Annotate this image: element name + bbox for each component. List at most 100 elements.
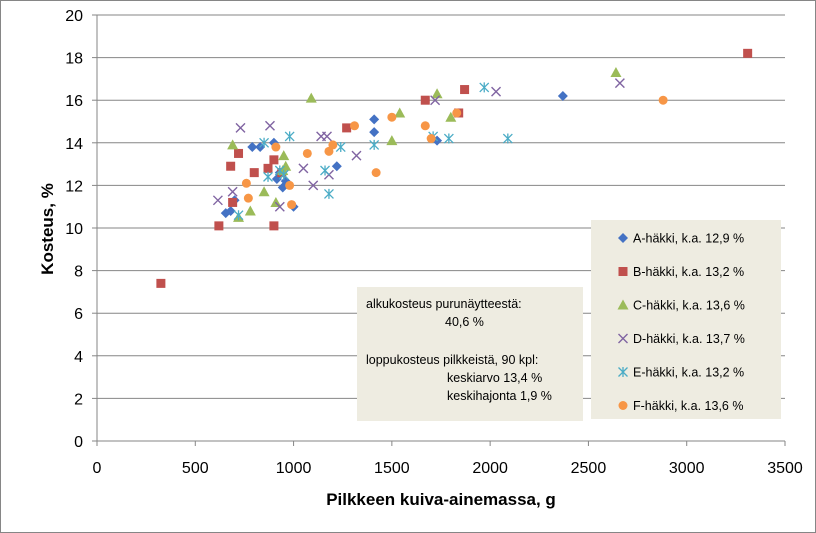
x-axis-title: Pilkkeen kuiva-ainemassa, g	[326, 490, 556, 509]
data-point	[212, 195, 223, 206]
data-point	[284, 131, 295, 142]
legend-marker	[618, 401, 628, 410]
legend-marker	[618, 333, 628, 344]
data-point	[502, 133, 513, 144]
data-point	[278, 169, 289, 180]
data-point	[225, 205, 236, 216]
data-point	[452, 108, 462, 118]
data-point	[302, 148, 312, 158]
legend-label: F-häkki, k.a. 13,6 %	[633, 399, 743, 413]
legend-label: D-häkki, k.a. 13,7 %	[633, 332, 745, 346]
annotation-line-3: loppukosteus pilkkeistä, 90 kpl:	[366, 353, 538, 367]
legend-marker	[618, 233, 628, 243]
data-point	[227, 139, 239, 150]
annotation-line-2: 40,6 %	[445, 315, 484, 329]
data-point	[351, 150, 362, 161]
data-point	[557, 90, 568, 101]
data-point	[241, 178, 251, 188]
data-point	[369, 114, 380, 125]
x-tick-label: 1000	[276, 460, 312, 477]
legend-marker	[617, 299, 629, 310]
data-point	[271, 142, 281, 152]
y-tick-label: 16	[65, 93, 83, 110]
data-point	[445, 111, 457, 122]
x-tick-label: 500	[182, 460, 209, 477]
data-point	[243, 193, 253, 203]
y-tick-label: 6	[74, 306, 83, 323]
data-point	[269, 155, 279, 165]
data-point	[443, 133, 454, 144]
gridlines	[97, 14, 785, 399]
x-tick-label: 0	[93, 460, 102, 477]
annotation-line-1: alkukosteus purunäytteestä:	[366, 297, 522, 311]
data-point	[285, 180, 295, 190]
legend: A-häkki, k.a. 12,9 % B-häkki, k.a. 13,2 %…	[591, 220, 781, 419]
data-points	[156, 48, 753, 288]
y-tick-label: 10	[65, 221, 83, 238]
data-point	[420, 95, 430, 105]
y-tick-label: 20	[65, 8, 83, 25]
data-point	[258, 186, 270, 197]
data-point	[298, 163, 309, 174]
legend-label: A-häkki, k.a. 12,9 %	[633, 232, 744, 246]
data-point	[269, 221, 279, 231]
y-tick-label: 14	[65, 136, 83, 153]
data-point	[235, 122, 246, 133]
data-point	[320, 165, 330, 176]
data-point	[369, 127, 380, 138]
data-point	[371, 168, 381, 178]
legend-marker	[618, 267, 628, 276]
legend-background	[591, 220, 781, 419]
data-point	[460, 85, 470, 95]
data-point	[287, 200, 297, 210]
data-point	[234, 148, 244, 158]
x-tick-label: 2500	[571, 460, 607, 477]
data-point	[369, 139, 380, 150]
data-point	[387, 112, 397, 122]
data-point	[420, 121, 430, 131]
data-point	[491, 86, 502, 97]
data-point	[263, 163, 273, 173]
data-point	[610, 67, 622, 78]
legend-label: C-häkki, k.a. 13,6 %	[633, 299, 745, 313]
data-point	[342, 123, 352, 133]
data-point	[394, 107, 406, 118]
data-point	[335, 142, 346, 153]
data-point	[228, 197, 238, 207]
data-point	[278, 150, 290, 161]
y-tick-label: 8	[74, 264, 83, 281]
data-point	[226, 161, 236, 171]
data-point	[331, 161, 342, 172]
data-point	[386, 135, 398, 146]
x-tick-label: 2000	[472, 460, 508, 477]
data-point	[614, 78, 625, 89]
annotation-line-4: keskiarvo 13,4 %	[447, 371, 542, 385]
tick-labels: 0 2 4 6 8 10 12 14 16 18 20 0 500 1000 1500 2000 2500 300…	[65, 8, 803, 477]
data-point	[308, 180, 319, 191]
y-axis-title: Kosteus, %	[38, 183, 57, 275]
data-point	[430, 95, 441, 106]
data-point	[426, 134, 436, 144]
data-point	[247, 142, 258, 153]
data-point	[214, 221, 224, 231]
x-tick-label: 3000	[669, 460, 705, 477]
data-point	[233, 210, 244, 221]
data-point	[743, 48, 753, 58]
legend-label: B-häkki, k.a. 13,2 %	[633, 265, 744, 279]
y-tick-label: 4	[74, 349, 83, 366]
data-point	[156, 278, 166, 288]
annotation-box: alkukosteus purunäytteestä: 40,6 % loppu…	[357, 287, 583, 421]
annotation-background	[357, 287, 583, 421]
data-point	[244, 205, 256, 216]
legend-items: A-häkki, k.a. 12,9 % B-häkki, k.a. 13,2 %…	[617, 232, 745, 413]
annotation-line-5: keskihajonta 1,9 %	[447, 389, 552, 403]
data-point	[263, 171, 273, 182]
data-point	[658, 95, 668, 105]
data-point	[274, 201, 285, 212]
y-tick-label: 18	[65, 51, 83, 68]
data-point	[350, 121, 360, 131]
data-point	[328, 140, 338, 150]
y-tick-label: 0	[74, 434, 83, 451]
